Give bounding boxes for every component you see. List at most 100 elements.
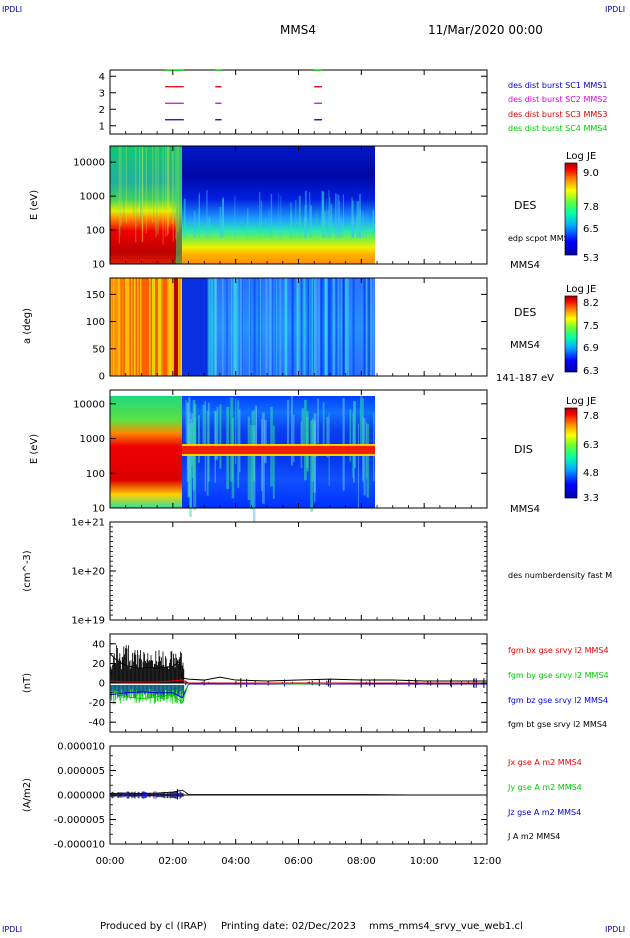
dis-energy-ylabel: E (eV) [29, 434, 40, 464]
des-energy-streak [199, 192, 200, 238]
des-energy-streak [260, 200, 262, 238]
pa-stripe [335, 278, 338, 376]
pa-stripe [126, 278, 128, 376]
current-density-y-label: 0.000005 [57, 766, 105, 777]
des-energy-cbar-tick-4: 5.3 [583, 253, 599, 264]
number-density-y-label: 1e+20 [71, 567, 105, 578]
dis-energy-streak [202, 404, 205, 450]
pa-stripe [155, 278, 157, 376]
des-pitch-y-label: 0 [99, 372, 105, 383]
dis-energy-y-label: 10000 [73, 399, 105, 410]
pa-stripe [284, 278, 287, 376]
pa-stripe [150, 278, 152, 376]
pa-stripe [209, 278, 211, 376]
pa-stripe [143, 278, 145, 376]
dis-energy-y-label: 10 [92, 504, 105, 515]
des-energy-streak [322, 191, 325, 238]
pa-stripe [269, 278, 272, 376]
pa-stripe [240, 278, 243, 376]
des-energy-streak [135, 146, 137, 229]
dis-energy-y-label: 1000 [80, 434, 105, 445]
des-energy-streak [175, 146, 177, 240]
dis-energy-streak [189, 419, 192, 508]
pa-stripe [134, 278, 136, 376]
number-density-y-label: 1e+21 [71, 518, 105, 529]
des-energy-streak [330, 204, 333, 238]
pa-stripe [369, 278, 373, 376]
des-pitch-ylabel: a (deg) [22, 308, 33, 344]
pa-stripe [307, 278, 310, 376]
des-energy-streak [327, 210, 329, 238]
dis-energy-streak [216, 406, 219, 460]
des-energy-streak [166, 146, 168, 236]
des-energy-streak [139, 146, 141, 217]
pa-stripe [111, 278, 113, 376]
dis-energy-y-label: 100 [86, 469, 105, 480]
number-density-legend: des numberdensity fast M [508, 571, 612, 580]
dis-energy-streak [230, 397, 234, 482]
dis-energy-streak [303, 399, 307, 481]
pa-stripe [342, 278, 345, 376]
time-tick-label: 08:00 [347, 856, 376, 867]
pa-stripe [315, 278, 318, 376]
pa-stripe [296, 278, 298, 376]
magnetic-field-series-0 [109, 653, 487, 682]
des-energy-streak [168, 146, 170, 227]
pa-stripe [268, 278, 271, 376]
pa-stripe [146, 278, 148, 376]
pa-stripe [351, 278, 353, 376]
des-energy-streak [362, 211, 364, 238]
current-density-y-label: 0.000000 [57, 791, 105, 802]
dis-energy-streak [255, 407, 257, 453]
magnetic-field-series-1 [109, 683, 487, 699]
pa-stripe [266, 278, 268, 376]
des-energy-colorbar [564, 162, 578, 256]
pa-stripe [173, 278, 175, 376]
des-energy-streak [247, 208, 249, 238]
pa-stripe [373, 278, 375, 376]
dis-energy-streak [247, 416, 251, 501]
pa-stripe [258, 278, 260, 376]
des-energy-streak [337, 194, 340, 238]
des-pitch-cbar-tick-4: 6.3 [583, 366, 599, 377]
corner-label-top-right: IPDLI [605, 5, 625, 14]
footer-produced-by: Produced by cl (IRAP) [100, 921, 207, 932]
des-energy-streak [177, 146, 179, 237]
pa-stripe [329, 278, 332, 376]
burst-y-label: 1 [99, 121, 105, 132]
dis-energy-streak [293, 415, 295, 463]
dis-energy-streak [250, 424, 253, 510]
pa-stripe [167, 278, 169, 376]
legend-burst-mms1: des dist burst SC1 MMS1 [508, 81, 607, 90]
dis-energy-streak [322, 402, 325, 451]
pa-stripe [168, 278, 170, 376]
dis-energy-colorbar [564, 407, 578, 499]
des-energy-streak [178, 146, 180, 227]
magnetic-field-y-label: 20 [92, 659, 105, 670]
des-energy-streak [219, 206, 222, 238]
des-energy-streak [183, 198, 186, 238]
panel-burst-availability: 1 2 3 4 des dist burst SC1 MMS1 des dist bu… [99, 69, 607, 135]
pa-stripe [116, 278, 118, 376]
current-density-ylabel: (A/m2) [22, 778, 33, 812]
des-energy-streak [165, 146, 167, 238]
current-density-y-label: -0.000010 [54, 840, 105, 851]
des-energy-streak [326, 198, 328, 238]
pa-stripe [141, 278, 143, 376]
pa-stripe [271, 278, 273, 376]
pa-stripe [327, 278, 330, 376]
des-pitch-colorbar [564, 295, 578, 373]
pa-stripe [117, 278, 119, 376]
dis-energy-streak [310, 420, 314, 512]
des-energy-streak [141, 146, 143, 242]
pa-stripe [226, 278, 229, 376]
pa-stripe [159, 278, 161, 376]
des-pitch-cbar-tick-1: 8.2 [583, 298, 599, 309]
des-energy-streak [290, 212, 292, 238]
pa-stripe [303, 278, 306, 376]
des-energy-y-label: 1000 [80, 192, 105, 203]
pa-stripe [164, 278, 166, 376]
legend-j: J A m2 MMS4 [507, 832, 560, 841]
burst-y-label: 3 [99, 88, 105, 99]
pa-stripe [165, 278, 167, 376]
